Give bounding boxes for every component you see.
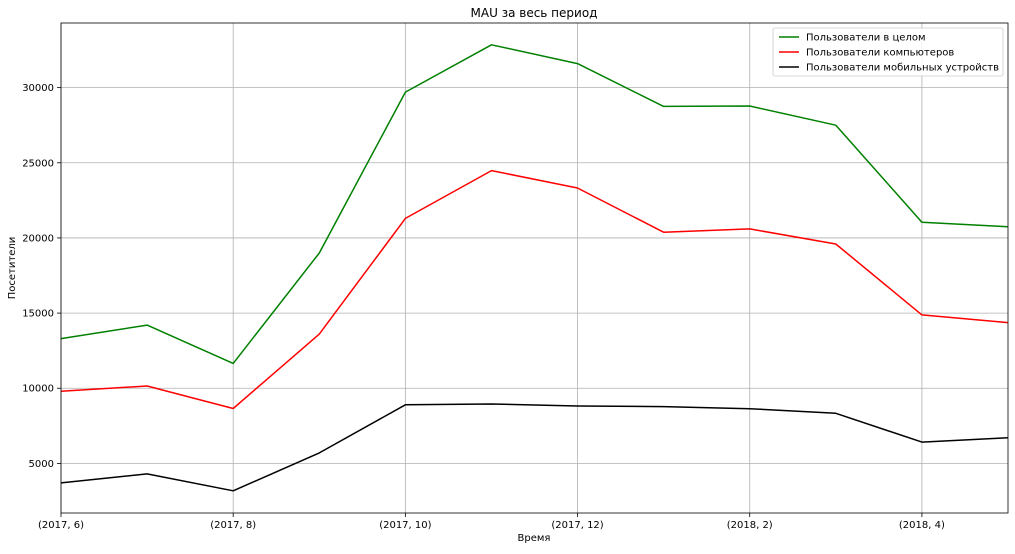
y-tick-label: 10000 — [22, 384, 54, 395]
y-tick-label: 15000 — [22, 309, 54, 320]
y-tick-label: 20000 — [22, 233, 54, 244]
y-tick-label: 5000 — [29, 459, 54, 470]
x-axis-label: Время — [518, 533, 551, 544]
chart-title: MAU за весь период — [471, 6, 598, 20]
x-tick-label: (2017, 8) — [210, 520, 256, 531]
x-tick-label: (2017, 6) — [38, 520, 84, 531]
legend-label: Пользователи в целом — [806, 33, 926, 44]
legend-box — [772, 27, 1004, 77]
grid — [60, 23, 1008, 513]
y-axis-ticks: 5000 10000 15000 20000 25000 30000 — [22, 83, 61, 470]
x-axis-ticks: (2017, 6) (2017, 8) (2017, 10) (2017, 12) (2… — [38, 513, 945, 531]
y-tick-label: 30000 — [22, 83, 54, 94]
plot-frame — [60, 22, 1009, 514]
series-lines — [60, 44, 1009, 492]
series-line — [60, 169, 1009, 410]
y-tick-label: 25000 — [22, 158, 54, 169]
x-tick-label: (2017, 10) — [379, 520, 431, 531]
x-tick-label: (2017, 12) — [551, 520, 603, 531]
x-tick-label: (2018, 2) — [727, 520, 773, 531]
y-axis-label: Посетители — [7, 237, 18, 299]
series-line — [60, 44, 1009, 365]
legend-label: Пользователи компьютеров — [806, 48, 954, 59]
legend-label: Пользователи мобильных устройств — [806, 63, 999, 74]
legend: Пользователи в целом Пользователи компьют… — [772, 27, 1004, 77]
series-line — [60, 403, 1009, 492]
x-tick-label: (2018, 4) — [899, 520, 945, 531]
